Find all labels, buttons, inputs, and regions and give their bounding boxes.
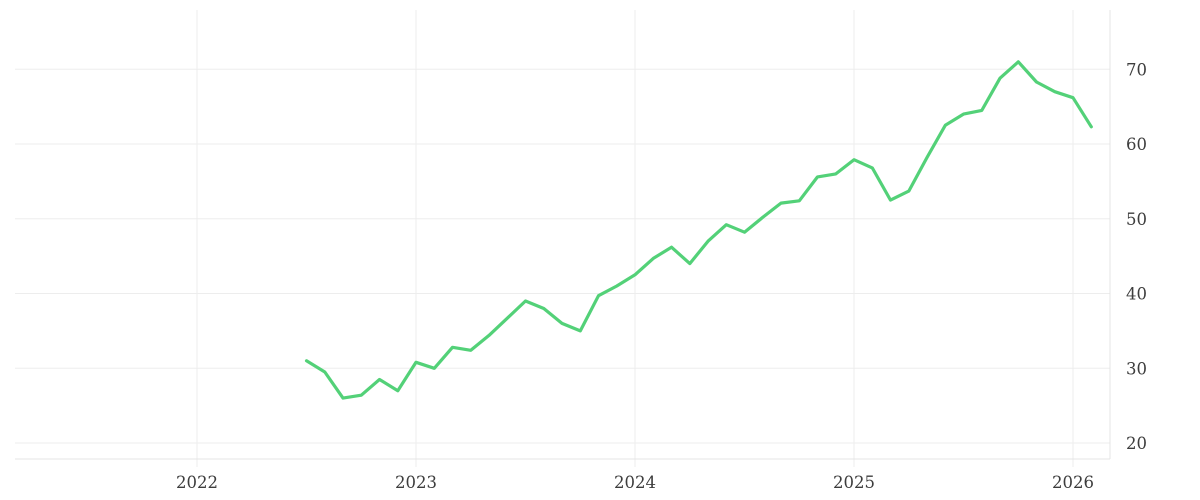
y-tick-label-70: 70 bbox=[1126, 60, 1147, 79]
y-tick-label-40: 40 bbox=[1126, 285, 1147, 304]
x-tick-label-2025: 2025 bbox=[833, 473, 875, 492]
x-tick-label-2023: 2023 bbox=[395, 473, 437, 492]
y-tick-label-20: 20 bbox=[1126, 434, 1147, 453]
x-tick-label-2024: 2024 bbox=[614, 473, 656, 492]
x-tick-label-2022: 2022 bbox=[176, 473, 218, 492]
y-tick-label-50: 50 bbox=[1126, 210, 1147, 229]
series-line-value bbox=[304, 60, 1093, 400]
y-tick-label-60: 60 bbox=[1126, 135, 1147, 154]
x-tick-label-2026: 2026 bbox=[1052, 473, 1094, 492]
y-tick-label-30: 30 bbox=[1126, 359, 1147, 378]
